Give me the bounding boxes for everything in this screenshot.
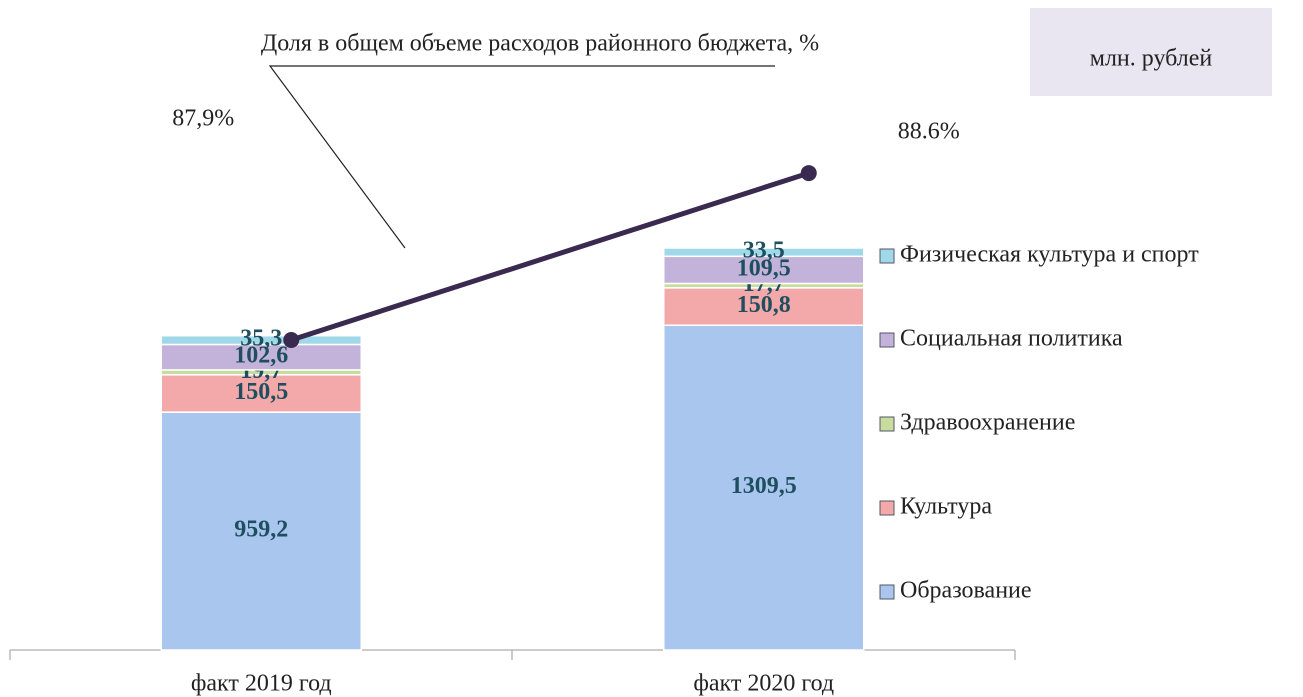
unit-label: млн. рублей <box>1090 46 1213 72</box>
data-label: 1309,5 <box>731 473 797 499</box>
legend-swatch <box>879 584 895 600</box>
legend-swatch <box>879 416 895 432</box>
data-label: 150,8 <box>737 292 791 318</box>
legend-label: Социальная политика <box>900 326 1123 352</box>
bar-segment <box>160 374 362 413</box>
bar-segment <box>663 255 865 285</box>
unit-box <box>1030 8 1272 96</box>
legend-swatch <box>879 332 895 348</box>
x-tick-label: факт 2020 год <box>693 671 834 697</box>
leader-line <box>268 65 775 249</box>
data-label: 33,5 <box>743 238 785 264</box>
bar-segment <box>160 334 362 346</box>
line-marker <box>800 165 817 182</box>
legend-swatch <box>879 500 895 516</box>
line-series-label: Доля в общем объеме расходов районного б… <box>261 31 819 57</box>
legend-swatch <box>879 248 895 264</box>
data-label: 102,6 <box>234 343 288 369</box>
data-label: 150,5 <box>234 379 288 405</box>
data-label: 35,3 <box>240 326 282 352</box>
legend-label: Физическая культура и спорт <box>900 242 1199 268</box>
bar-segment <box>160 411 362 651</box>
data-label: 109,5 <box>737 255 791 281</box>
legend-label: Образование <box>900 578 1032 604</box>
legend-label: Здравоохранение <box>900 410 1075 436</box>
bar-segment <box>663 324 865 651</box>
x-tick-label: факт 2019 год <box>191 671 332 697</box>
line-series <box>290 170 810 343</box>
line-data-label: 88.6% <box>898 119 960 145</box>
data-label: 959,2 <box>234 517 288 543</box>
legend-label: Культура <box>900 494 992 520</box>
bar-segment <box>663 287 865 326</box>
line-data-label: 87,9% <box>172 106 234 132</box>
bar-segment <box>160 343 362 371</box>
bar-segment <box>663 247 865 258</box>
line-marker <box>283 332 300 348</box>
